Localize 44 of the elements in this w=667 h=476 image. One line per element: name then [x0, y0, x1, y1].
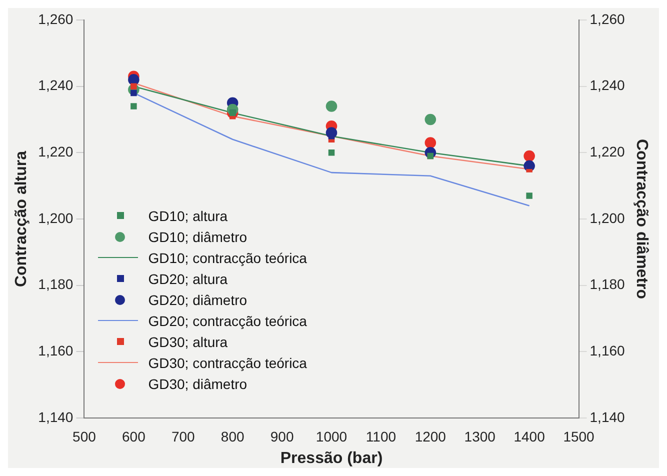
- point: [424, 114, 436, 126]
- legend-label: GD20; contracção teórica: [148, 312, 307, 328]
- y-tick-label: 1,240: [38, 77, 74, 94]
- legend-label: GD10; contracção teórica: [148, 250, 307, 266]
- legend-label: GD30; diâmetro: [148, 376, 248, 392]
- y2-tick-label: 1,180: [590, 276, 626, 292]
- y2-tick-label: 1,260: [590, 10, 626, 27]
- x-axis-title: Pressão (bar): [280, 450, 383, 467]
- y-tick-label: 1,220: [38, 144, 74, 160]
- y2-tick-label: 1,200: [590, 210, 626, 226]
- y2-tick-label: 1,240: [590, 77, 626, 94]
- legend-label: GD10; altura: [148, 208, 228, 224]
- y-tick-label: 1,140: [38, 408, 74, 425]
- x-tick-label: 600: [122, 428, 146, 444]
- y2-tick-label: 1,160: [590, 342, 626, 359]
- x-tick-label: 500: [72, 428, 96, 444]
- x-tick-label: 800: [220, 428, 244, 444]
- legend-label: GD30; altura: [148, 334, 228, 350]
- x-tick-label: 700: [171, 428, 196, 444]
- x-tick-label: 1200: [414, 428, 446, 444]
- legend-label: GD20; diâmetro: [148, 292, 248, 308]
- point: [424, 137, 436, 148]
- x-tick-label: 1100: [366, 428, 396, 444]
- x-tick-label: 1000: [316, 428, 348, 444]
- y-tick-label: 1,180: [38, 276, 74, 292]
- y-tick-label: 1,160: [38, 342, 74, 359]
- y-tick-label: 1,200: [38, 210, 74, 226]
- y2-tick-label: 1,220: [590, 144, 626, 160]
- point: [326, 100, 338, 112]
- x-tick-label: 900: [270, 428, 294, 444]
- point: [524, 150, 535, 162]
- y-axis-title: Contracção altura: [13, 150, 30, 288]
- point: [328, 150, 335, 156]
- x-tick-label: 1500: [563, 428, 595, 444]
- x-tick-label: 1300: [464, 428, 496, 444]
- point: [526, 192, 532, 199]
- y2-axis-title: Contracção diâmetro: [632, 138, 650, 300]
- legend-label: GD30; contracção teórica: [148, 354, 307, 370]
- legend-label: GD10; diâmetro: [148, 228, 248, 244]
- x-tick-label: 1400: [514, 428, 546, 444]
- y2-tick-label: 1,140: [590, 408, 626, 425]
- legend-label: GD20; altura: [148, 270, 228, 286]
- y-tick-label: 1,260: [38, 10, 74, 27]
- point: [130, 103, 137, 110]
